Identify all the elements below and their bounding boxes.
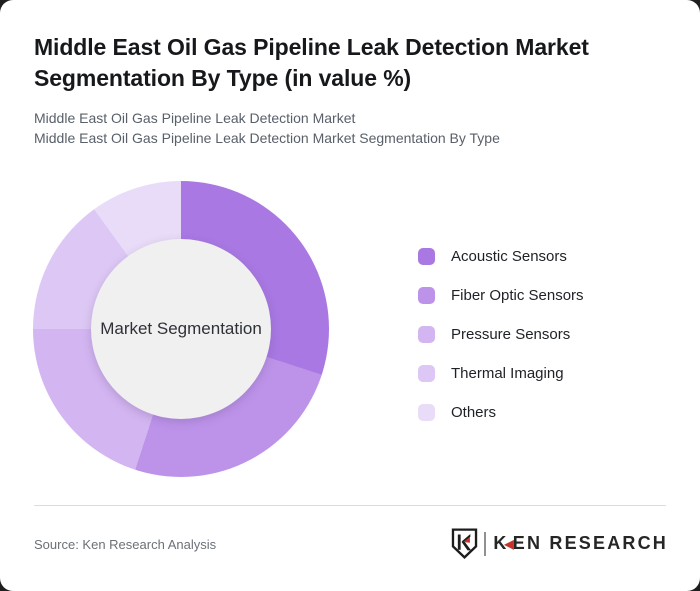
legend-label: Thermal Imaging [451, 365, 564, 382]
donut-center: Market Segmentation [91, 239, 271, 419]
ken-research-logo: K ◀ EN RESEARCH [451, 528, 668, 559]
legend-swatch [418, 326, 435, 343]
donut-chart: Market Segmentation [33, 181, 329, 477]
logo-red-triangle-icon: ◀ [504, 537, 514, 551]
legend-label: Others [451, 404, 497, 421]
legend-swatch [418, 248, 435, 265]
legend-item: Pressure Sensors [418, 326, 584, 343]
legend-item: Thermal Imaging [418, 365, 584, 382]
subtitle-block: Middle East Oil Gas Pipeline Leak Detect… [34, 108, 674, 148]
subtitle-line-2: Middle East Oil Gas Pipeline Leak Detect… [34, 130, 500, 146]
logo-divider [484, 531, 487, 556]
logo-wordmark: K ◀ EN RESEARCH [493, 533, 668, 554]
legend-label: Fiber Optic Sensors [451, 287, 584, 304]
legend: Acoustic Sensors Fiber Optic Sensors Pre… [418, 248, 584, 421]
ken-research-shield-icon [452, 528, 478, 559]
legend-item: Fiber Optic Sensors [418, 287, 584, 304]
legend-swatch [418, 287, 435, 304]
source-text: Source: Ken Research Analysis [34, 537, 217, 552]
legend-swatch [418, 404, 435, 421]
legend-item: Acoustic Sensors [418, 248, 584, 265]
legend-label: Acoustic Sensors [451, 248, 567, 265]
page-title: Middle East Oil Gas Pipeline Leak Detect… [34, 34, 589, 91]
donut-center-label: Market Segmentation [100, 319, 262, 338]
logo-letter-k: K [493, 533, 509, 553]
legend-label: Pressure Sensors [451, 326, 571, 343]
legend-item: Others [418, 404, 584, 421]
subtitle-line-1: Middle East Oil Gas Pipeline Leak Detect… [34, 110, 356, 126]
legend-swatch [418, 365, 435, 382]
logo-brand-rest: EN RESEARCH [512, 533, 668, 553]
footer-divider [34, 505, 666, 506]
